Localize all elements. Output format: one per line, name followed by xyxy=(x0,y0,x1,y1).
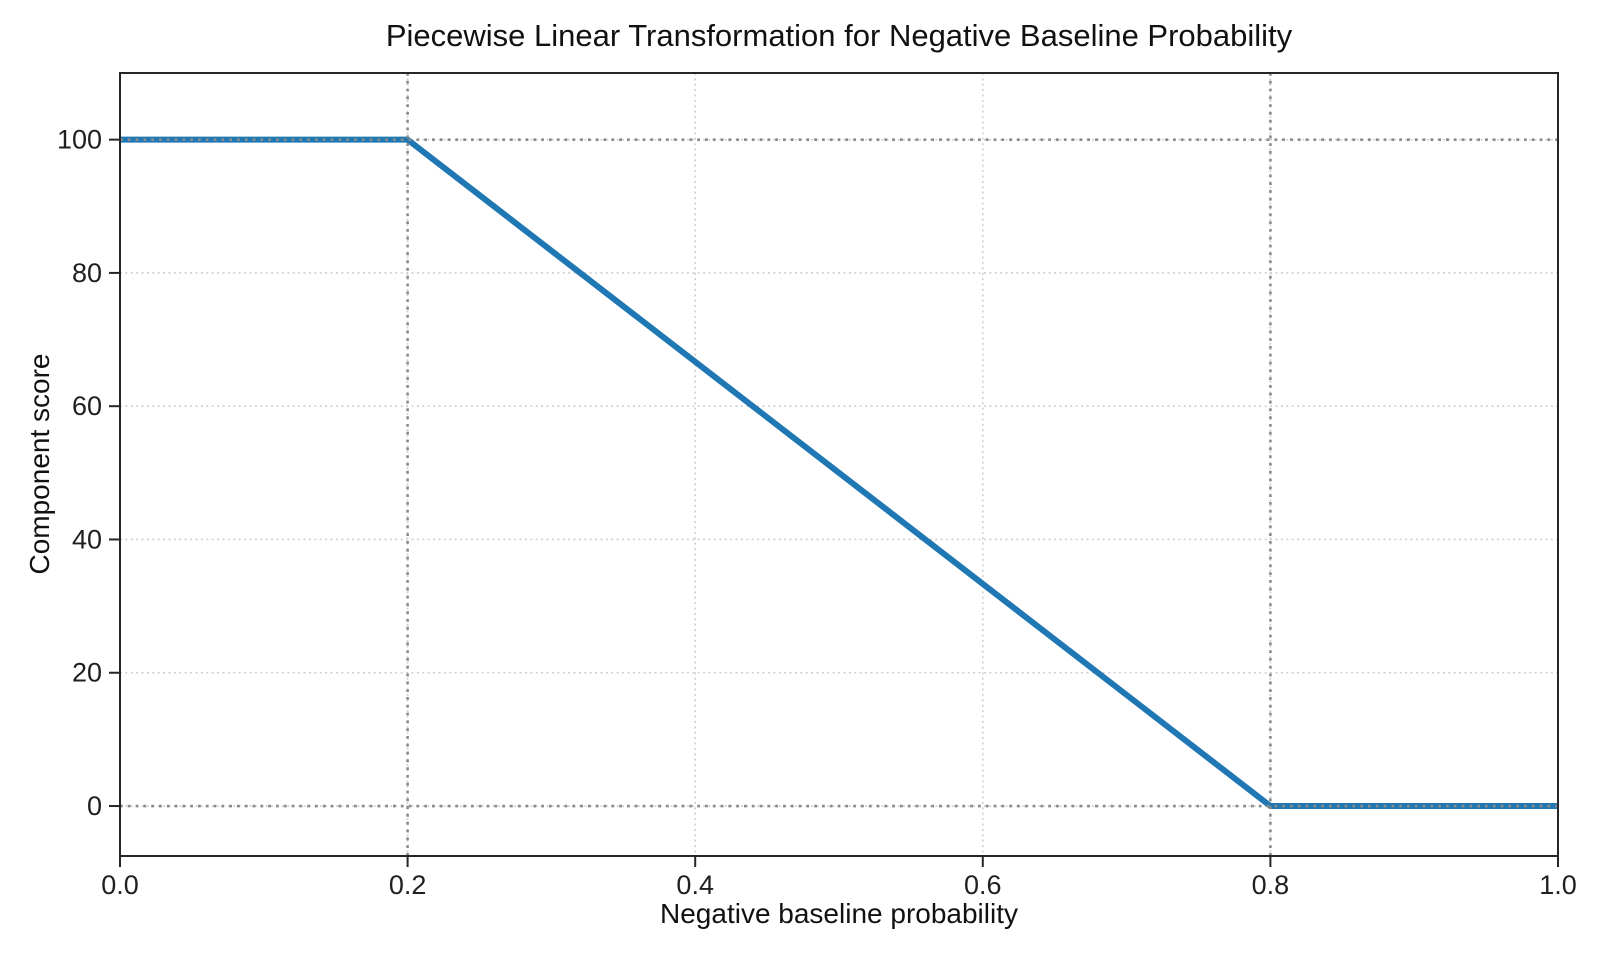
y-tick-label: 40 xyxy=(72,524,102,554)
x-tick-label: 0.2 xyxy=(389,870,427,900)
x-tick-label: 1.0 xyxy=(1539,870,1577,900)
data-line xyxy=(120,136,1558,810)
x-tick-label: 0.6 xyxy=(964,870,1002,900)
y-tick-label: 80 xyxy=(72,258,102,288)
x-tick-label: 0.4 xyxy=(676,870,714,900)
y-tick-label: 100 xyxy=(57,125,102,155)
axes-spines xyxy=(119,72,1559,857)
x-tick-label: 0.0 xyxy=(101,870,139,900)
y-tick-label: 20 xyxy=(72,658,102,688)
y-axis-label: Component score xyxy=(24,353,55,575)
x-tick-label: 0.8 xyxy=(1252,870,1290,900)
y-tick-label: 0 xyxy=(87,791,102,821)
chart-title: Piecewise Linear Transformation for Nega… xyxy=(385,18,1293,53)
y-tick-label: 60 xyxy=(72,391,102,421)
x-axis-label: Negative baseline probability xyxy=(660,898,1018,929)
